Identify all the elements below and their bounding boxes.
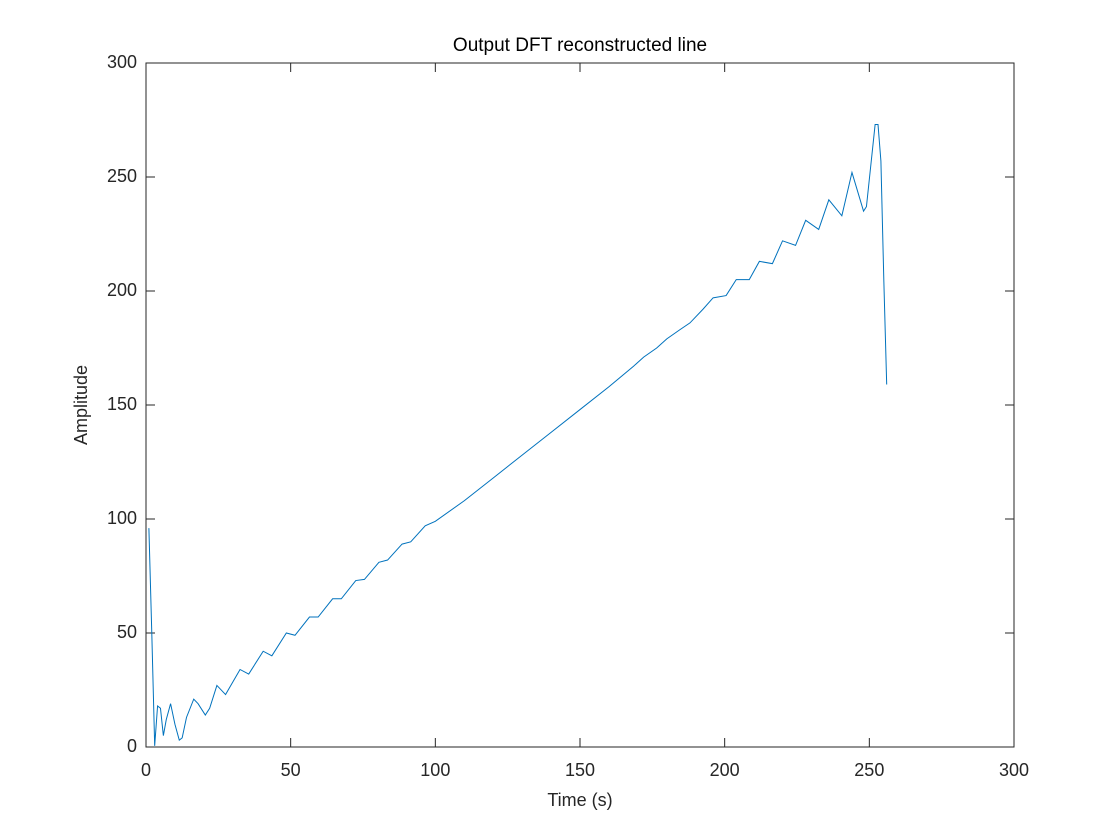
y-tick-label: 50 [117, 622, 137, 642]
x-tick-label: 250 [854, 760, 884, 780]
y-tick-label: 0 [127, 736, 137, 756]
y-tick-label: 100 [107, 508, 137, 528]
y-axis-label: Amplitude [71, 365, 91, 445]
y-tick-label: 250 [107, 166, 137, 186]
y-tick-label: 150 [107, 394, 137, 414]
x-tick-label: 100 [420, 760, 450, 780]
y-tick-label: 200 [107, 280, 137, 300]
x-tick-label: 50 [281, 760, 301, 780]
x-tick-label: 150 [565, 760, 595, 780]
x-tick-label: 200 [710, 760, 740, 780]
data-line [148, 124, 888, 746]
x-axis-label: Time (s) [547, 790, 612, 810]
y-tick-label: 300 [107, 52, 137, 72]
x-tick-label: 0 [141, 760, 151, 780]
chart-title: Output DFT reconstructed line [453, 35, 707, 56]
x-tick-label: 300 [999, 760, 1029, 780]
